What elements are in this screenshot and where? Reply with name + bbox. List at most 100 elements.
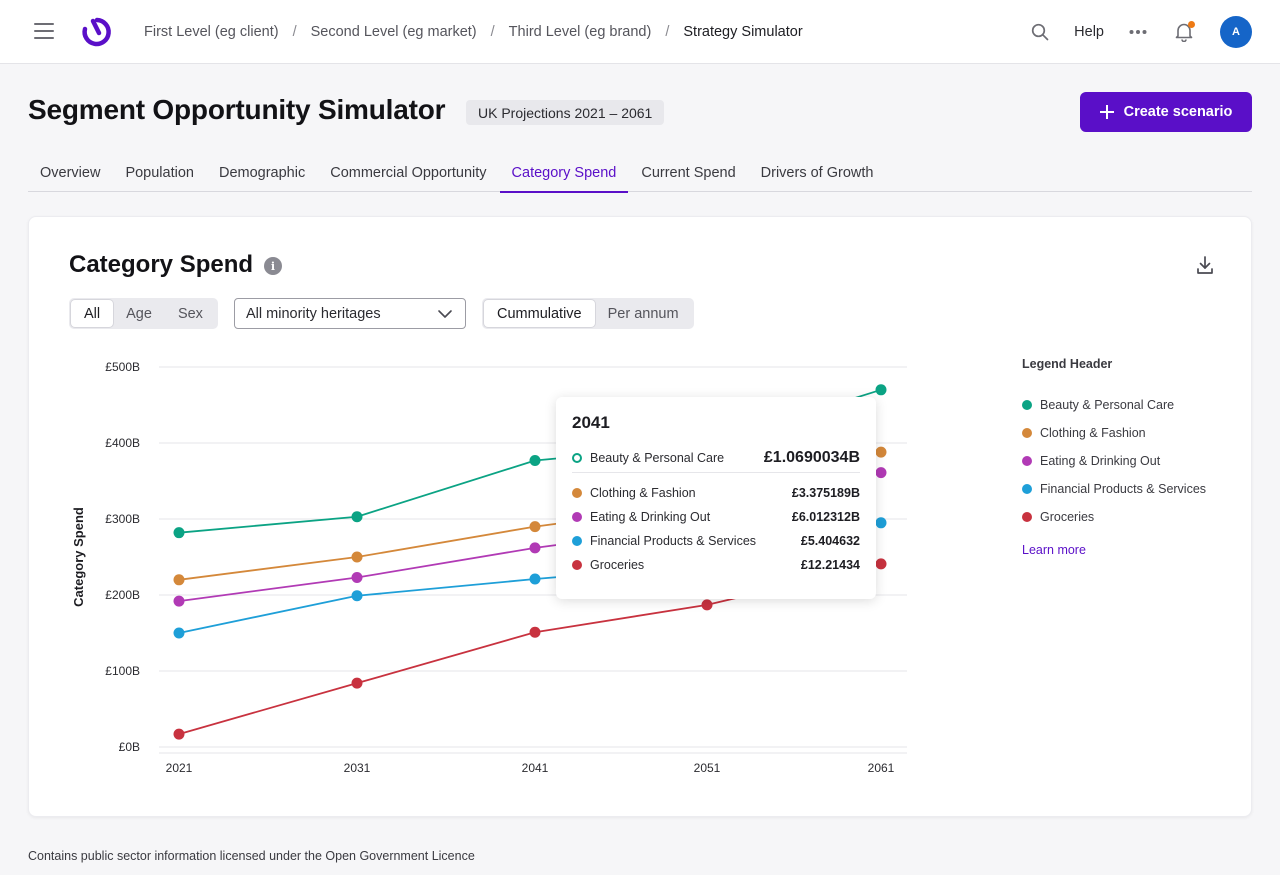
- data-point: [351, 677, 363, 689]
- breadcrumb-level-2[interactable]: Second Level (eg market): [310, 24, 477, 40]
- tooltip-year: 2041: [572, 413, 610, 432]
- bell-icon[interactable]: [1172, 20, 1196, 44]
- tab-category-spend[interactable]: Category Spend: [499, 154, 629, 193]
- legend-swatch-icon: [1022, 400, 1032, 410]
- data-point: [875, 446, 887, 458]
- series-marker-icon: [572, 452, 582, 463]
- logo-icon[interactable]: [79, 15, 113, 49]
- group-option-age[interactable]: Age: [126, 305, 152, 322]
- y-tick-label: £100B: [105, 664, 140, 678]
- breadcrumb-separator: /: [292, 24, 297, 40]
- tab-overview[interactable]: Overview: [40, 165, 101, 181]
- tooltip-row: Groceries £12.21434: [572, 553, 860, 577]
- download-icon[interactable]: [1193, 253, 1217, 277]
- data-point: [875, 467, 887, 479]
- tab-commercial-opportunity[interactable]: Commercial Opportunity: [330, 165, 487, 181]
- data-point: [875, 517, 887, 529]
- create-scenario-label: Create scenario: [1123, 104, 1233, 120]
- legend-label: Beauty & Personal Care: [1040, 398, 1175, 412]
- avatar[interactable]: A: [1220, 16, 1252, 48]
- mode-option-per-annum[interactable]: Per annum: [607, 305, 679, 322]
- series-dot-icon: [572, 536, 582, 546]
- legend-swatch-icon: [1022, 484, 1032, 494]
- group-option-sex[interactable]: Sex: [177, 305, 203, 322]
- y-tick-label: £400B: [105, 436, 140, 450]
- menu-icon[interactable]: [34, 23, 54, 41]
- data-point: [351, 551, 363, 563]
- data-point: [173, 595, 185, 607]
- tooltip-main-row: Beauty & Personal Care £1.0690034B: [572, 447, 860, 473]
- legend-label: Clothing & Fashion: [1040, 426, 1146, 440]
- chart-tooltip: 2041 Beauty & Personal Care £1.0690034B …: [556, 397, 876, 599]
- chart-legend: Legend Header Beauty & Personal Care Clot…: [1022, 357, 1242, 557]
- tab-demographic[interactable]: Demographic: [218, 165, 306, 181]
- breadcrumb-separator: /: [665, 24, 670, 40]
- data-point: [351, 572, 363, 584]
- create-scenario-button[interactable]: Create scenario: [1080, 92, 1252, 132]
- tooltip-row-label: Clothing & Fashion: [590, 486, 696, 500]
- x-tick-label: 2041: [522, 761, 549, 775]
- y-tick-label: £500B: [105, 360, 140, 374]
- tooltip-row: Clothing & Fashion £3.375189B: [572, 481, 860, 505]
- data-point: [351, 511, 363, 523]
- data-point: [529, 626, 541, 638]
- tab-drivers-of-growth[interactable]: Drivers of Growth: [760, 165, 874, 181]
- tooltip-main-label: Beauty & Personal Care: [590, 450, 725, 465]
- legend-item[interactable]: Groceries: [1022, 503, 1242, 531]
- help-link[interactable]: Help: [1074, 24, 1104, 40]
- heritage-dropdown[interactable]: All minority heritages: [234, 298, 466, 329]
- tooltip-row-value: £3.375189B: [791, 486, 860, 500]
- breadcrumb-level-3[interactable]: Third Level (eg brand): [508, 24, 652, 40]
- search-icon[interactable]: [1028, 20, 1052, 44]
- more-icon[interactable]: [1126, 20, 1150, 44]
- tab-bar: Overview Population Demographic Commerci…: [28, 154, 1252, 193]
- data-point: [529, 573, 541, 585]
- data-point: [701, 599, 713, 611]
- data-point: [173, 574, 185, 586]
- licence-footer: Contains public sector information licen…: [28, 849, 475, 863]
- legend-label: Financial Products & Services: [1040, 482, 1207, 496]
- chevron-down-icon: [438, 310, 452, 318]
- series-dot-icon: [572, 488, 582, 498]
- y-tick-label: £200B: [105, 588, 140, 602]
- group-option-all[interactable]: All: [71, 300, 114, 327]
- legend-item[interactable]: Financial Products & Services: [1022, 475, 1242, 503]
- breadcrumb-level-1[interactable]: First Level (eg client): [144, 24, 279, 40]
- legend-label: Groceries: [1040, 510, 1095, 524]
- tooltip-row-label: Groceries: [590, 558, 645, 572]
- notification-dot: [1188, 21, 1195, 28]
- legend-label: Eating & Drinking Out: [1040, 454, 1161, 468]
- x-tick-label: 2051: [694, 761, 721, 775]
- data-point: [173, 527, 185, 539]
- tab-population[interactable]: Population: [125, 165, 194, 181]
- tooltip-row-value: £6.012312B: [791, 510, 860, 524]
- data-point: [529, 542, 541, 554]
- data-point: [875, 384, 887, 396]
- tooltip-row: Financial Products & Services £5.404632: [572, 529, 860, 553]
- projection-badge: UK Projections 2021 – 2061: [466, 100, 665, 125]
- mode-toggle: Cummulative Per annum: [482, 298, 694, 329]
- mode-option-cumulative[interactable]: Cummulative: [484, 300, 595, 327]
- series-dot-icon: [572, 560, 582, 570]
- learn-more-link[interactable]: Learn more: [1022, 543, 1086, 557]
- info-icon[interactable]: i: [264, 257, 282, 275]
- legend-item[interactable]: Clothing & Fashion: [1022, 419, 1242, 447]
- tooltip-row-value: £5.404632: [800, 534, 860, 548]
- data-point: [173, 627, 185, 639]
- tab-current-spend[interactable]: Current Spend: [641, 165, 736, 181]
- breadcrumb: First Level (eg client) / Second Level (…: [144, 0, 803, 64]
- plus-icon: [1099, 105, 1114, 119]
- y-tick-label: £0B: [119, 740, 140, 754]
- tooltip-row-label: Eating & Drinking Out: [590, 510, 711, 524]
- legend-item[interactable]: Eating & Drinking Out: [1022, 447, 1242, 475]
- x-tick-label: 2021: [166, 761, 193, 775]
- breadcrumb-current: Strategy Simulator: [683, 24, 803, 40]
- legend-item[interactable]: Beauty & Personal Care: [1022, 391, 1242, 419]
- x-tick-label: 2031: [344, 761, 371, 775]
- legend-swatch-icon: [1022, 428, 1032, 438]
- y-tick-label: £300B: [105, 512, 140, 526]
- heritage-dropdown-value: All minority heritages: [246, 305, 381, 322]
- data-point: [529, 454, 541, 466]
- x-tick-label: 2061: [868, 761, 895, 775]
- legend-swatch-icon: [1022, 512, 1032, 522]
